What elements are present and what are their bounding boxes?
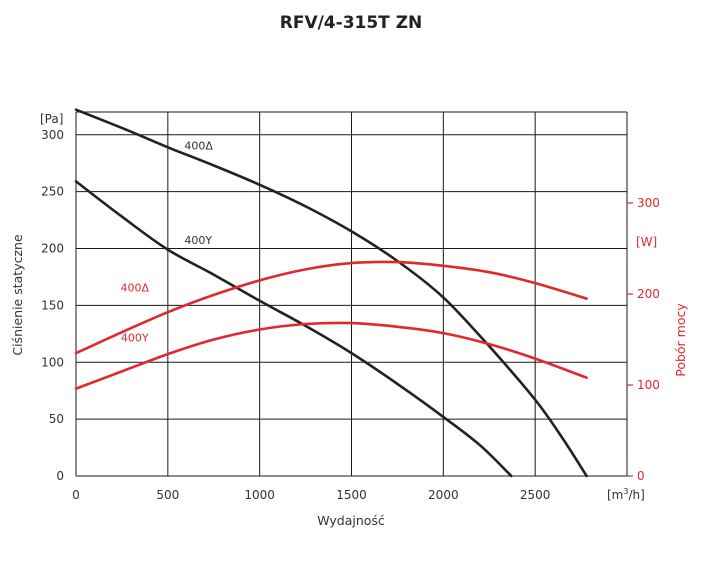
series-line-pressure-1 <box>74 180 513 478</box>
series-line-power-2 <box>74 260 588 355</box>
y-tick-label-4: 200 <box>41 242 64 256</box>
x-tick-label-0: 0 <box>72 488 80 502</box>
x-tick-label-4: 2000 <box>428 488 459 502</box>
x-tick-label-3: 1500 <box>336 488 367 502</box>
y-tick-label-5: 250 <box>41 185 64 199</box>
y2-tick-label-2: 200 <box>637 287 660 301</box>
series-labels: 400Δ 400Y 400Δ 400Y <box>121 140 214 345</box>
y-tick-label-3: 150 <box>41 298 64 312</box>
x-tick-label-5: 2500 <box>520 488 551 502</box>
y-axis-label: Ciśnienie statyczne <box>10 234 25 356</box>
x-axis-ticks: 0 500 1000 1500 2000 2500 <box>72 488 550 502</box>
chart-title: RFV/4-315T ZN <box>280 13 423 33</box>
series-label-pressure-1: 400Y <box>184 234 212 247</box>
series-label-pressure-0: 400Δ <box>184 140 213 153</box>
y2-tick-label-0: 0 <box>637 469 645 483</box>
series-line-pressure-0 <box>74 108 588 478</box>
y2-tick-label-1: 100 <box>637 378 660 392</box>
y2-axis-unit: [W] <box>636 235 657 249</box>
y2-axis-ticks: 0 100 200 300 <box>627 196 660 483</box>
y2-axis-label: Pobór mocy <box>673 303 688 377</box>
series-label-power-2: 400Δ <box>121 281 150 294</box>
grid <box>75 111 628 477</box>
x-tick-label-1: 500 <box>156 488 179 502</box>
y-tick-label-6: 300 <box>41 128 64 142</box>
x-tick-label-2: 1000 <box>244 488 275 502</box>
x-unit-sup: 3 <box>623 487 628 496</box>
y-tick-label-1: 50 <box>49 412 64 426</box>
y-tick-label-2: 100 <box>41 355 64 369</box>
x-axis-unit: [m3/h] <box>607 487 645 502</box>
series-lines <box>74 108 588 478</box>
series-line-power-3 <box>74 321 588 390</box>
y-axis-ticks: 0 50 100 150 200 250 300 <box>41 128 64 483</box>
y-tick-label-0: 0 <box>56 469 64 483</box>
y2-tick-label-3: 300 <box>637 196 660 210</box>
x-unit-prefix: [m <box>607 488 623 502</box>
x-unit-suffix: /h] <box>628 488 644 502</box>
series-label-power-3: 400Y <box>121 331 149 344</box>
y-axis-unit: [Pa] <box>40 112 63 126</box>
x-axis-label: Wydajność <box>317 513 385 528</box>
